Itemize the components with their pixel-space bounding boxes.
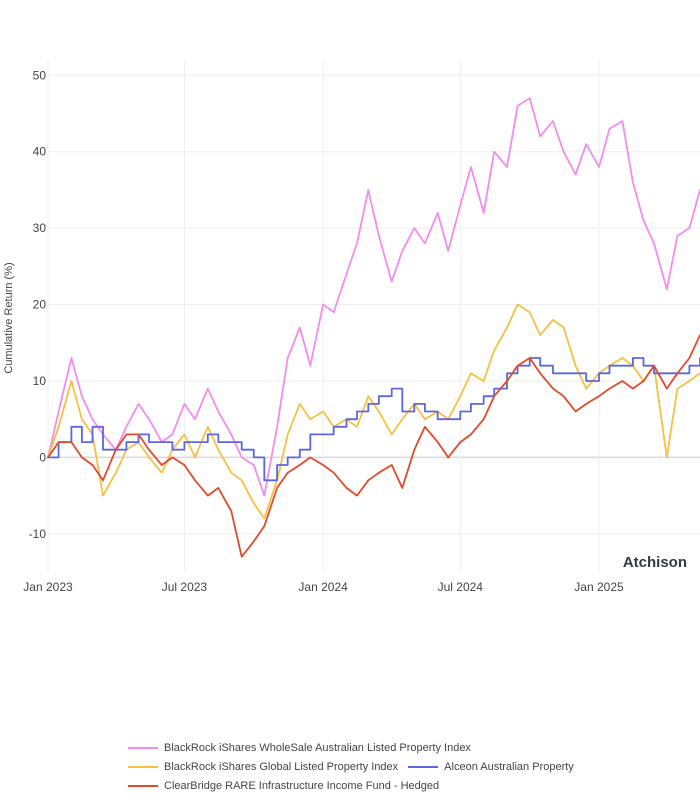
legend-swatch-0 [128,746,158,749]
legend-item-series-1[interactable]: BlackRock iShares Global Listed Property… [128,761,398,773]
legend-label-0: BlackRock iShares WholeSale Australian L… [164,741,471,754]
atchison-watermark: Atchison [623,554,687,571]
legend-row: ClearBridge RARE Infrastructure Income F… [128,776,688,795]
legend-row: BlackRock iShares Global Listed Property… [128,757,688,776]
legend-label-3: ClearBridge RARE Infrastructure Income F… [164,779,440,792]
y-tick-label: 30 [33,221,47,235]
y-tick-label: 50 [33,68,47,82]
x-tick-label: Jan 2025 [574,580,624,594]
legend-swatch-2 [408,765,439,768]
y-tick-label: -10 [29,527,47,541]
y-tick-label: 40 [33,145,47,159]
legend-swatch-3 [128,784,158,787]
chart-legend: BlackRock iShares WholeSale Australian L… [128,738,688,795]
series-line-1 [47,303,700,520]
y-axis-ticks: -10 0 10 20 30 40 50 [29,68,47,541]
legend-item-series-2[interactable]: Alceon Australian Property [408,761,574,773]
legend-label-1: BlackRock iShares Global Listed Property… [164,760,399,773]
series-line-3 [47,334,700,558]
legend-swatch-1 [128,765,158,768]
x-tick-label: Jan 2023 [23,580,73,594]
legend-item-series-3[interactable]: ClearBridge RARE Infrastructure Income F… [128,780,439,792]
series-line-0 [47,97,700,497]
y-axis-title: Cumulative Return (%) [3,262,15,373]
x-axis-ticks: Jan 2023 Jul 2023 Jan 2024 Jul 2024 Jan 2025 [23,580,624,594]
y-tick-label: 20 [33,298,47,312]
legend-item-series-0[interactable]: BlackRock iShares WholeSale Australian L… [128,742,471,754]
y-tick-label: 0 [39,450,46,464]
x-tick-label: Jan 2024 [298,580,348,594]
y-tick-label: 10 [33,374,47,388]
series-lines [47,97,700,558]
legend-label-2: Alceon Australian Property [444,760,574,773]
gridlines [47,60,700,572]
x-tick-label: Jul 2023 [162,580,208,594]
x-tick-label: Jul 2024 [438,580,484,594]
series-line-2 [47,357,700,482]
legend-row: BlackRock iShares WholeSale Australian L… [128,738,688,757]
